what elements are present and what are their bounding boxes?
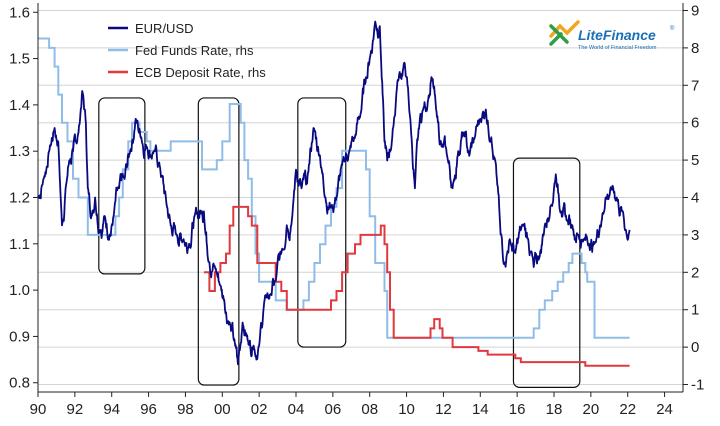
x-tick-label: 22 bbox=[619, 401, 636, 418]
right-tick-label: 5 bbox=[691, 152, 699, 169]
legend-label: Fed Funds Rate, rhs bbox=[135, 43, 254, 58]
axes bbox=[33, 3, 688, 397]
highlight-box bbox=[297, 97, 347, 348]
x-tick-label: 18 bbox=[546, 401, 563, 418]
x-tick-label: 24 bbox=[656, 401, 673, 418]
right-tick-label: -1 bbox=[691, 377, 704, 394]
left-tick-label: 0.8 bbox=[9, 375, 30, 392]
x-tick-label: 96 bbox=[140, 401, 157, 418]
series-line-eur-usd bbox=[37, 20, 631, 366]
legend-label: ECB Deposit Rate, rhs bbox=[135, 65, 266, 80]
logo-icon bbox=[549, 20, 580, 46]
highlight-box bbox=[512, 157, 581, 388]
right-tick-label: 2 bbox=[691, 264, 699, 281]
left-tick-label: 0.9 bbox=[9, 328, 30, 345]
tick-labels: 90 92 94 96 98 00 02 04 06 08 10 12 14 16 18 20 22 240.80… bbox=[9, 2, 704, 418]
legend-label: EUR/USD bbox=[135, 21, 194, 36]
left-tick-label: 1.1 bbox=[9, 236, 30, 253]
x-tick-label: 98 bbox=[177, 401, 194, 418]
x-tick-label: 90 bbox=[30, 401, 47, 418]
logo-tagline: The World of Financial Freedom bbox=[578, 45, 657, 51]
right-tick-label: 9 bbox=[691, 2, 699, 19]
left-tick-label: 1.5 bbox=[9, 51, 30, 68]
left-tick-label: 1.4 bbox=[9, 97, 30, 114]
left-tick-label: 1.6 bbox=[9, 4, 30, 21]
x-tick-label: 94 bbox=[103, 401, 120, 418]
x-tick-label: 10 bbox=[398, 401, 415, 418]
logo: LiteFinance ® The World of Financial Fre… bbox=[549, 20, 675, 51]
x-tick-label: 14 bbox=[472, 401, 489, 418]
x-tick-label: 06 bbox=[325, 401, 342, 418]
right-tick-label: 4 bbox=[691, 190, 699, 207]
x-tick-label: 02 bbox=[251, 401, 268, 418]
x-tick-label: 92 bbox=[67, 401, 84, 418]
right-tick-label: 7 bbox=[691, 77, 699, 94]
left-tick-label: 1.0 bbox=[9, 282, 30, 299]
logo-registered: ® bbox=[670, 25, 675, 32]
series-lines bbox=[37, 20, 631, 367]
left-tick-label: 1.3 bbox=[9, 143, 30, 160]
x-tick-label: 20 bbox=[583, 401, 600, 418]
series-line-fed-funds-rate-rhs bbox=[38, 37, 630, 339]
x-tick-label: 00 bbox=[214, 401, 231, 418]
logo-name: LiteFinance bbox=[578, 27, 656, 43]
x-tick-label: 04 bbox=[288, 401, 305, 418]
x-tick-label: 16 bbox=[509, 401, 526, 418]
right-tick-label: 0 bbox=[691, 339, 699, 356]
x-tick-label: 12 bbox=[435, 401, 452, 418]
right-tick-label: 1 bbox=[691, 302, 699, 319]
legend: EUR/USD Fed Funds Rate, rhs ECB Deposit Ra… bbox=[108, 21, 266, 80]
left-tick-label: 1.2 bbox=[9, 190, 30, 207]
right-tick-label: 6 bbox=[691, 115, 699, 132]
highlight-box bbox=[197, 97, 240, 386]
x-tick-label: 08 bbox=[361, 401, 378, 418]
right-tick-label: 8 bbox=[691, 40, 699, 57]
highlight-boxes bbox=[98, 97, 581, 388]
highlight-box bbox=[98, 97, 146, 275]
series-line-ecb-deposit-rate-rhs bbox=[203, 205, 630, 367]
right-tick-label: 3 bbox=[691, 227, 699, 244]
